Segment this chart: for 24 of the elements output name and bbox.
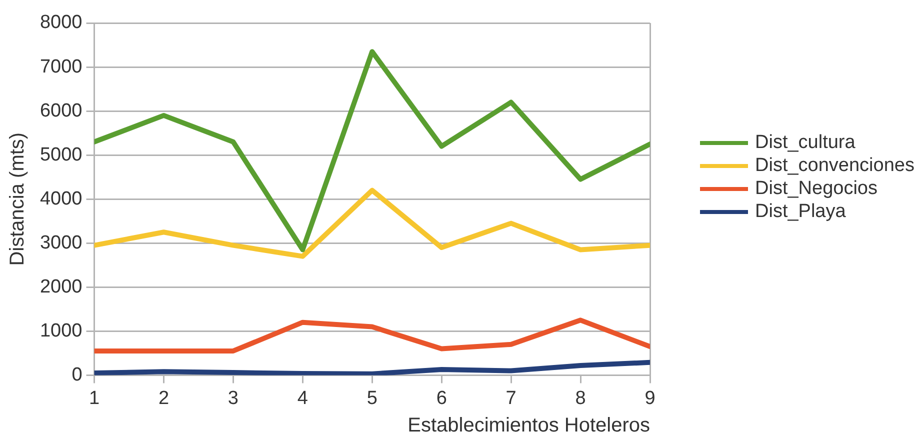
x-tick-label: 6 (436, 388, 447, 409)
legend-label: Dist_Negocios (755, 178, 878, 200)
y-tick-label: 4000 (40, 188, 82, 210)
y-axis-title: Distancia (mts) (6, 132, 29, 266)
x-tick-label: 3 (228, 388, 238, 409)
x-tick-label: 7 (506, 388, 516, 409)
y-tick-label: 1000 (40, 320, 82, 342)
x-tick-label: 5 (366, 388, 378, 409)
legend-label: Dist_cultura (755, 132, 856, 154)
y-tick-label: 6000 (40, 100, 82, 122)
x-tick-label: 4 (297, 388, 308, 409)
x-tick-label: 2 (158, 388, 170, 409)
x-tick-label: 8 (575, 388, 586, 409)
y-tick-label: 0 (72, 364, 82, 386)
x-tick-label: 9 (644, 388, 656, 409)
y-tick-label: 8000 (40, 12, 82, 34)
y-tick-label: 3000 (40, 232, 82, 254)
y-tick-label: 7000 (40, 56, 82, 78)
x-tick-label: 1 (88, 388, 100, 409)
legend-label: Dist_Playa (755, 200, 846, 222)
y-tick-label: 5000 (40, 144, 82, 166)
y-tick-label: 2000 (40, 276, 82, 298)
x-axis-title: Establecimientos Hoteleros (408, 414, 650, 437)
legend-label: Dist_convenciones (755, 154, 914, 176)
